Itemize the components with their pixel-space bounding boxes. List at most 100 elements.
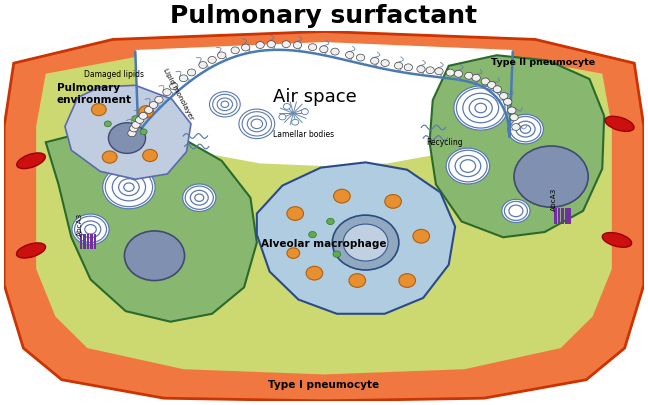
- Circle shape: [349, 274, 365, 288]
- Circle shape: [331, 48, 339, 55]
- Circle shape: [371, 58, 379, 64]
- Circle shape: [435, 68, 443, 75]
- Circle shape: [292, 119, 299, 125]
- Circle shape: [507, 114, 544, 144]
- Bar: [554, 208, 557, 224]
- Circle shape: [209, 92, 240, 117]
- Polygon shape: [36, 50, 612, 375]
- Text: Alveolar macrophage: Alveolar macrophage: [261, 239, 387, 249]
- Circle shape: [163, 89, 171, 96]
- Circle shape: [294, 42, 302, 49]
- Text: Damaged lipids: Damaged lipids: [84, 70, 145, 79]
- Text: Air space: Air space: [273, 88, 356, 107]
- Text: Pulmonary
environment: Pulmonary environment: [56, 83, 132, 105]
- Circle shape: [493, 86, 502, 93]
- Circle shape: [343, 224, 388, 261]
- Bar: [568, 208, 571, 224]
- Bar: [90, 234, 93, 249]
- Bar: [94, 234, 97, 249]
- Circle shape: [487, 81, 496, 88]
- Circle shape: [308, 232, 316, 238]
- Text: Type I pneumocyte: Type I pneumocyte: [268, 380, 380, 390]
- Circle shape: [395, 62, 403, 69]
- Circle shape: [102, 166, 155, 209]
- Circle shape: [510, 114, 518, 121]
- Text: Lipid monolayer: Lipid monolayer: [162, 67, 194, 121]
- Polygon shape: [257, 162, 455, 314]
- Circle shape: [413, 229, 430, 243]
- Circle shape: [332, 215, 399, 270]
- Circle shape: [319, 46, 328, 53]
- Circle shape: [108, 123, 146, 153]
- Circle shape: [465, 72, 473, 79]
- Polygon shape: [65, 85, 191, 179]
- Circle shape: [514, 146, 588, 207]
- Bar: [558, 208, 561, 224]
- Circle shape: [183, 184, 216, 211]
- Circle shape: [135, 117, 144, 124]
- Circle shape: [91, 104, 106, 116]
- Circle shape: [333, 251, 341, 257]
- Circle shape: [426, 67, 434, 74]
- Circle shape: [301, 109, 308, 115]
- Circle shape: [308, 44, 317, 51]
- Bar: [87, 234, 89, 249]
- Circle shape: [256, 42, 264, 49]
- Circle shape: [179, 75, 188, 82]
- Ellipse shape: [16, 243, 45, 258]
- Circle shape: [199, 62, 207, 68]
- Circle shape: [502, 199, 530, 222]
- Circle shape: [446, 148, 490, 184]
- Circle shape: [267, 40, 275, 47]
- Circle shape: [187, 69, 196, 76]
- Circle shape: [102, 151, 117, 163]
- Circle shape: [454, 86, 507, 130]
- Bar: [80, 234, 82, 249]
- Circle shape: [327, 218, 334, 225]
- Ellipse shape: [17, 153, 45, 168]
- Circle shape: [287, 248, 299, 258]
- Circle shape: [104, 121, 111, 127]
- Ellipse shape: [602, 232, 632, 247]
- Circle shape: [155, 96, 163, 103]
- Circle shape: [231, 47, 239, 54]
- Circle shape: [417, 66, 425, 72]
- Circle shape: [218, 52, 226, 59]
- Circle shape: [345, 51, 354, 58]
- Polygon shape: [430, 55, 604, 237]
- Circle shape: [145, 107, 153, 113]
- Circle shape: [279, 114, 286, 120]
- Circle shape: [287, 207, 303, 220]
- Circle shape: [454, 70, 463, 77]
- Circle shape: [334, 189, 350, 203]
- Polygon shape: [4, 32, 644, 401]
- Circle shape: [381, 60, 389, 66]
- Circle shape: [283, 104, 290, 109]
- Bar: [561, 208, 564, 224]
- Circle shape: [208, 56, 216, 63]
- Circle shape: [399, 274, 415, 288]
- Circle shape: [132, 122, 140, 128]
- Circle shape: [139, 106, 154, 118]
- Circle shape: [306, 266, 323, 280]
- Circle shape: [124, 231, 185, 281]
- Polygon shape: [135, 42, 513, 166]
- Polygon shape: [46, 124, 257, 322]
- Circle shape: [130, 125, 138, 132]
- Circle shape: [282, 41, 290, 48]
- Bar: [565, 208, 568, 224]
- Ellipse shape: [605, 116, 634, 131]
- Text: AbcA3: AbcA3: [551, 188, 557, 211]
- Circle shape: [239, 109, 275, 139]
- Text: Type II pneumocyte: Type II pneumocyte: [491, 58, 595, 66]
- Circle shape: [143, 149, 157, 162]
- Circle shape: [500, 93, 508, 100]
- Circle shape: [356, 54, 365, 61]
- Circle shape: [140, 129, 147, 134]
- Circle shape: [446, 69, 454, 76]
- Circle shape: [139, 113, 147, 119]
- Circle shape: [503, 98, 512, 105]
- Circle shape: [242, 44, 250, 51]
- Text: Recycling: Recycling: [426, 138, 463, 147]
- Circle shape: [128, 130, 136, 136]
